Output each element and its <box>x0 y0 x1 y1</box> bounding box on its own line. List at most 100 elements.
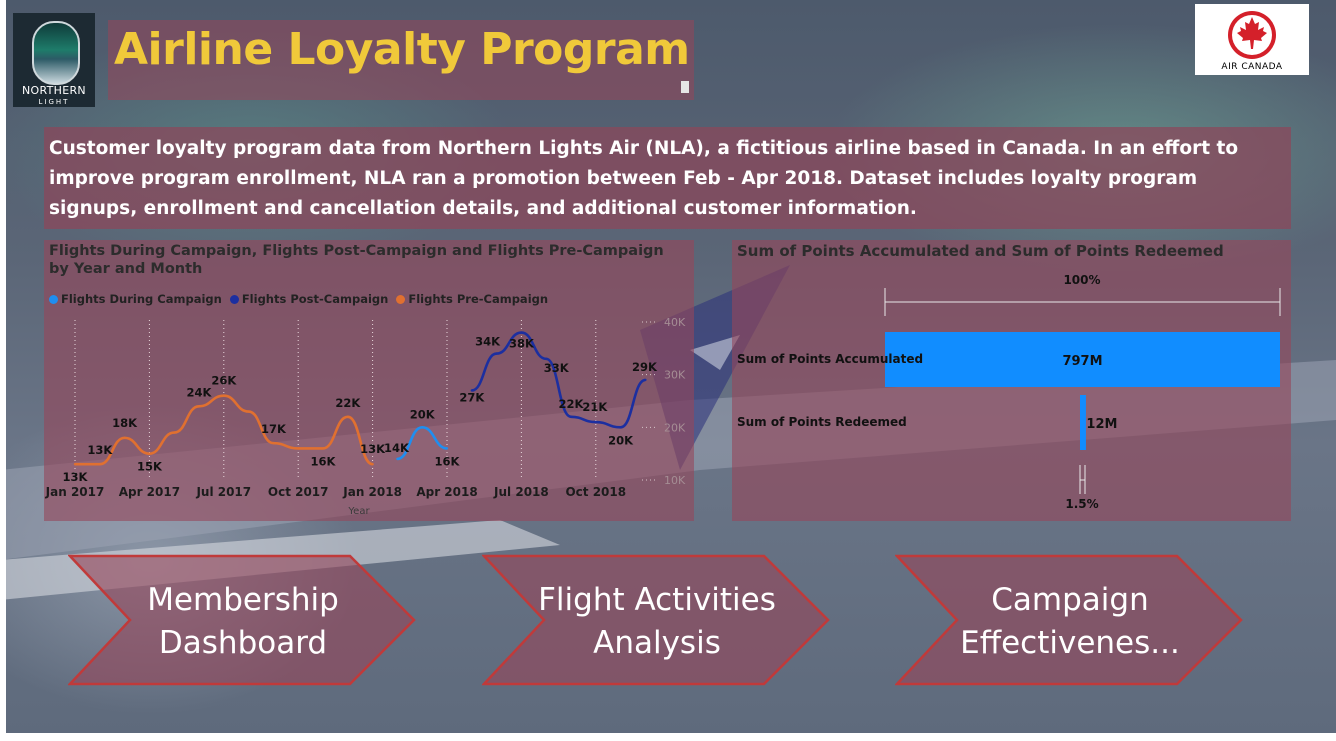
data-point-post <box>495 352 498 355</box>
legend-dot-pre <box>396 295 406 304</box>
data-point-pre <box>123 436 126 440</box>
line-chart-plot: Jan 2017 Apr 2017 Jul 2017 Oct 2017 Jan 2018… <box>45 316 686 517</box>
line-chart-title: Flights During Campaign, Flights Post-Ca… <box>49 243 664 277</box>
logo-line1: NORTHERN <box>22 84 86 97</box>
data-point-post <box>569 415 573 418</box>
data-point-pre <box>148 452 151 455</box>
data-point-post <box>594 420 597 424</box>
data-label-pre: 26K <box>211 374 237 388</box>
data-point-pre <box>346 415 349 418</box>
data-point-pre <box>321 447 325 450</box>
x-tick-label: Apr 2017 <box>119 485 180 499</box>
legend-item-post[interactable]: Flights Post-Campaign <box>229 292 389 306</box>
nav-label-line1: Campaign <box>991 582 1149 618</box>
title-banner: Airline Loyalty Program <box>108 20 694 100</box>
chevron-arrow-icon <box>482 554 830 686</box>
legend-label-pre: Flights Pre-Campaign <box>408 292 549 306</box>
data-label-post: 29K <box>632 360 658 374</box>
nav-label-line2: Analysis <box>593 625 721 661</box>
x-tick-label: Jan 2018 <box>342 485 402 499</box>
nav-label-line2: Dashboard <box>158 625 328 661</box>
data-point-pre <box>247 410 250 413</box>
chevron-arrow-icon <box>68 554 416 686</box>
data-point-post <box>644 378 647 382</box>
data-label-pre: 22K <box>335 396 361 410</box>
flight-activities-analysis-button[interactable]: Flight Activities Analysis <box>482 554 832 686</box>
data-point-pre <box>197 405 201 408</box>
bottom-percent-label: 1.5% <box>1065 497 1098 511</box>
data-point-post <box>619 426 622 429</box>
chevron-shape <box>68 554 416 686</box>
bar-value-label: 12M <box>1086 417 1117 432</box>
data-point-pre <box>297 447 300 450</box>
bar-chart-plot: 100% Sum of Points Accumulated 797M Sum of … <box>737 273 1281 511</box>
legend-dot-during <box>49 295 58 304</box>
bottom-edge <box>0 733 1336 741</box>
data-label-post: 21K <box>582 400 608 414</box>
data-label-pre: 13K <box>63 470 89 484</box>
data-label-during: 16K <box>435 454 461 468</box>
air-canada-wordmark: AIR CANADA <box>1221 62 1283 72</box>
data-label-pre: 13K <box>87 443 113 457</box>
legend-dot-post <box>229 295 239 304</box>
x-tick-label: Jul 2018 <box>493 485 549 499</box>
chevron-shape <box>895 554 1243 686</box>
membership-dashboard-button[interactable]: Membership Dashboard <box>68 554 418 686</box>
data-point-pre <box>272 441 275 445</box>
description-panel: Customer loyalty program data from North… <box>44 127 1291 229</box>
data-label-post: 38K <box>509 337 535 351</box>
data-point-during <box>421 426 424 429</box>
description-text: Customer loyalty program data from North… <box>49 138 1239 219</box>
campaign-effectiveness-button[interactable]: Campaign Effectivenes... <box>895 554 1245 686</box>
bar-value-label: 797M <box>1062 354 1102 369</box>
data-point-pre <box>222 394 225 397</box>
chevron-arrow-icon <box>895 554 1243 686</box>
data-label-during: 20K <box>410 407 436 421</box>
nav-label-line2: Effectivenes... <box>960 625 1180 661</box>
data-label-pre: 17K <box>261 422 287 436</box>
x-tick-label: Oct 2018 <box>565 485 626 499</box>
data-point-pre <box>173 431 176 434</box>
data-point-during <box>396 457 399 461</box>
left-edge <box>0 0 6 741</box>
data-label-pre: 15K <box>137 460 163 474</box>
bar <box>885 332 1280 387</box>
chevron-shape <box>482 554 830 686</box>
flights-line-chart[interactable]: Flights During Campaign, Flights Post-Ca… <box>44 240 694 521</box>
y-tick-label: 40K <box>664 316 686 329</box>
y-tick-label: 30K <box>664 369 686 382</box>
air-canada-logo: AIR CANADA <box>1195 4 1309 75</box>
bar <box>1080 395 1086 450</box>
data-label-pre: 16K <box>311 454 337 468</box>
text-cursor-icon <box>681 81 689 93</box>
bar-category-label: Sum of Points Accumulated <box>737 352 923 366</box>
page-title: Airline Loyalty Program <box>114 24 690 75</box>
x-tick-label: Jul 2017 <box>195 485 251 499</box>
top-percent-label: 100% <box>1063 273 1100 287</box>
data-point-pre <box>371 463 374 466</box>
data-point-post <box>520 331 523 334</box>
bar-category-label: Sum of Points Redeemed <box>737 415 907 429</box>
legend-label-post: Flights Post-Campaign <box>241 292 389 306</box>
legend-item-pre[interactable]: Flights Pre-Campaign <box>396 292 548 306</box>
data-point-post <box>545 357 548 361</box>
northern-light-logo: NORTHERN LIGHT <box>13 13 95 107</box>
data-point-during <box>445 447 449 450</box>
data-label-post: 33K <box>544 361 570 375</box>
x-axis-title: Year <box>347 506 370 517</box>
chart-legend[interactable]: Flights During Campaign Flights Post-Cam… <box>49 292 552 306</box>
data-label-post: 20K <box>608 433 634 447</box>
x-tick-label: Apr 2018 <box>416 485 477 499</box>
legend-item-during[interactable]: Flights During Campaign <box>49 292 222 306</box>
data-point-post <box>470 389 473 392</box>
data-label-post: 27K <box>459 390 485 404</box>
logo-line2: LIGHT <box>38 98 70 106</box>
points-bar-chart[interactable]: Sum of Points Accumulated and Sum of Poi… <box>732 240 1291 521</box>
data-label-pre: 24K <box>187 385 213 399</box>
legend-label-during: Flights During Campaign <box>61 292 222 306</box>
nav-label-line1: Membership <box>147 582 339 618</box>
bar-chart-title: Sum of Points Accumulated and Sum of Poi… <box>737 242 1224 260</box>
data-label-post: 22K <box>559 397 585 411</box>
data-label-pre: 18K <box>112 416 138 430</box>
